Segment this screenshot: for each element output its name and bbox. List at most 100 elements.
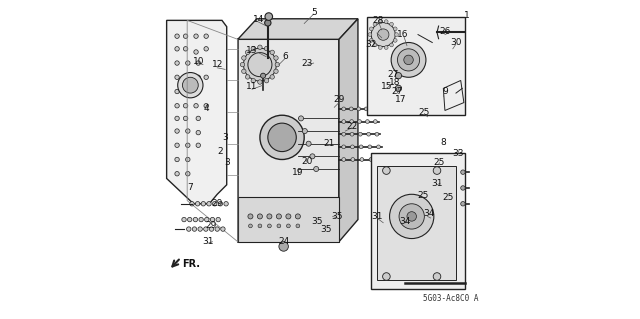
Circle shape <box>264 46 269 51</box>
Circle shape <box>378 158 382 161</box>
Circle shape <box>374 120 377 123</box>
Circle shape <box>367 132 371 136</box>
Circle shape <box>342 145 346 149</box>
Circle shape <box>358 120 362 123</box>
Circle shape <box>384 46 388 49</box>
Circle shape <box>175 47 179 51</box>
Circle shape <box>268 123 296 152</box>
Circle shape <box>274 69 278 73</box>
Circle shape <box>186 143 190 147</box>
Circle shape <box>378 29 389 40</box>
Circle shape <box>198 227 202 231</box>
Text: 4: 4 <box>204 104 209 113</box>
Circle shape <box>461 202 465 206</box>
Circle shape <box>221 227 225 231</box>
Circle shape <box>397 49 420 71</box>
Circle shape <box>265 20 271 26</box>
Circle shape <box>192 227 196 231</box>
Circle shape <box>178 72 203 98</box>
Text: 7: 7 <box>188 183 193 192</box>
Text: 2: 2 <box>218 147 223 156</box>
Circle shape <box>368 145 372 149</box>
Text: 17: 17 <box>395 95 406 104</box>
Text: 10: 10 <box>193 57 204 66</box>
Text: 1: 1 <box>464 11 470 20</box>
Text: 24: 24 <box>278 237 289 246</box>
Circle shape <box>193 217 198 222</box>
Circle shape <box>175 61 179 65</box>
Text: 31: 31 <box>202 237 214 246</box>
Circle shape <box>378 46 382 49</box>
Circle shape <box>368 33 372 36</box>
Circle shape <box>275 63 280 67</box>
Text: 32: 32 <box>365 40 376 48</box>
Circle shape <box>201 202 205 206</box>
Text: 28: 28 <box>373 16 384 25</box>
Text: 15: 15 <box>381 82 392 91</box>
Circle shape <box>245 50 250 55</box>
Circle shape <box>357 107 360 111</box>
Circle shape <box>302 129 307 134</box>
Circle shape <box>240 63 244 67</box>
Circle shape <box>258 45 262 49</box>
Circle shape <box>251 78 255 83</box>
Polygon shape <box>166 20 227 204</box>
Circle shape <box>351 158 355 161</box>
Circle shape <box>372 107 376 111</box>
Circle shape <box>243 48 276 81</box>
Circle shape <box>277 224 281 228</box>
Circle shape <box>175 116 179 121</box>
Circle shape <box>276 214 282 219</box>
Circle shape <box>189 202 194 206</box>
Text: 16: 16 <box>396 30 408 39</box>
Circle shape <box>204 47 209 51</box>
Circle shape <box>433 167 441 174</box>
Text: 30: 30 <box>450 38 461 47</box>
Text: 25: 25 <box>419 108 430 116</box>
Circle shape <box>175 89 179 94</box>
Text: 14: 14 <box>253 15 264 24</box>
Circle shape <box>182 77 198 93</box>
Text: 6: 6 <box>282 52 288 61</box>
Circle shape <box>394 39 397 42</box>
Circle shape <box>391 42 426 77</box>
Circle shape <box>384 20 388 24</box>
Circle shape <box>194 34 198 38</box>
Circle shape <box>248 53 272 77</box>
Circle shape <box>186 157 190 162</box>
Circle shape <box>196 89 200 94</box>
Text: 27: 27 <box>387 70 399 78</box>
Circle shape <box>360 158 364 161</box>
Circle shape <box>175 75 179 79</box>
Polygon shape <box>238 39 339 242</box>
Text: 22: 22 <box>346 122 357 131</box>
Circle shape <box>260 115 304 160</box>
Circle shape <box>209 227 214 231</box>
Text: 5: 5 <box>311 8 317 17</box>
Circle shape <box>296 224 300 228</box>
Circle shape <box>182 217 186 222</box>
Circle shape <box>298 116 303 121</box>
Circle shape <box>286 214 291 219</box>
Circle shape <box>215 227 220 231</box>
Circle shape <box>359 145 363 149</box>
Text: 34: 34 <box>400 217 411 226</box>
Polygon shape <box>238 197 339 242</box>
Circle shape <box>184 34 188 38</box>
Text: 20: 20 <box>301 157 313 166</box>
Text: 29: 29 <box>205 221 216 230</box>
Circle shape <box>204 75 209 79</box>
Circle shape <box>204 104 209 108</box>
Polygon shape <box>371 153 465 289</box>
Text: 26: 26 <box>439 27 451 36</box>
Circle shape <box>407 212 417 221</box>
Text: 19: 19 <box>292 168 303 177</box>
Text: 21: 21 <box>324 139 335 148</box>
Circle shape <box>376 145 380 149</box>
Text: 5G03-Ac8C0 A: 5G03-Ac8C0 A <box>423 294 478 303</box>
Circle shape <box>270 75 275 79</box>
Text: 35: 35 <box>332 212 343 221</box>
Text: 18: 18 <box>388 78 400 87</box>
Circle shape <box>242 56 246 60</box>
Circle shape <box>188 217 192 222</box>
